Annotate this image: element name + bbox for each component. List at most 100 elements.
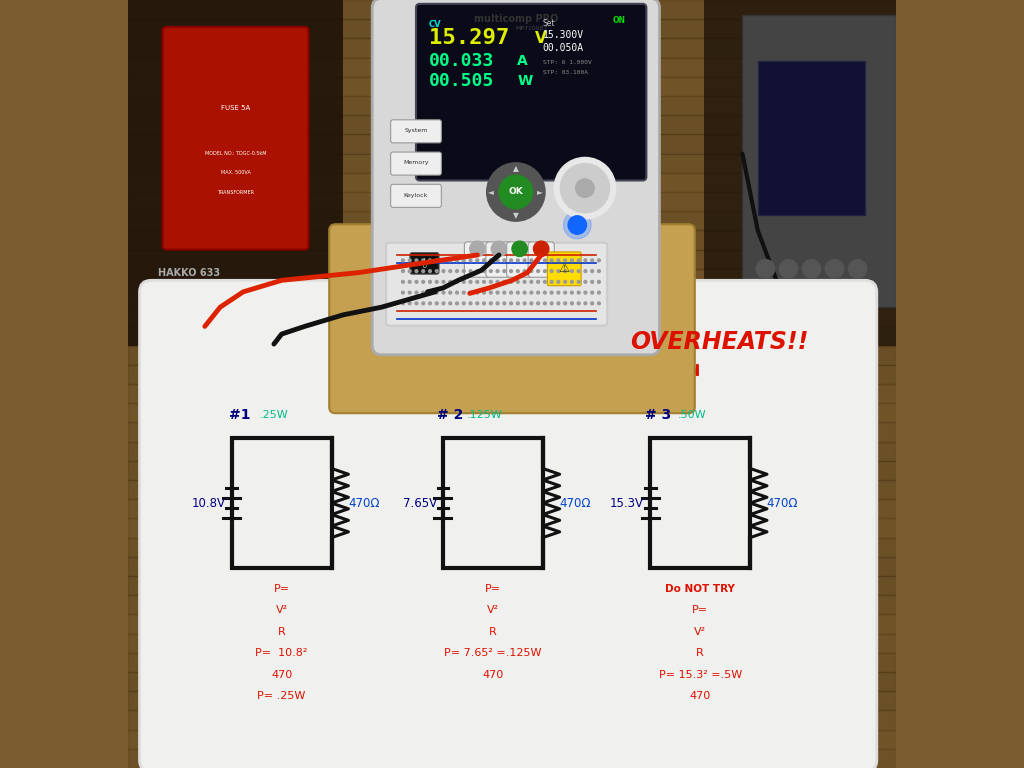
Bar: [128, 307, 896, 326]
Circle shape: [584, 291, 587, 294]
Circle shape: [401, 280, 404, 283]
Circle shape: [591, 302, 594, 305]
Circle shape: [415, 280, 418, 283]
Text: ▼: ▼: [513, 210, 519, 220]
Circle shape: [564, 291, 566, 294]
Bar: [128, 211, 896, 230]
Bar: [128, 269, 896, 288]
Circle shape: [422, 291, 425, 294]
Bar: [128, 403, 896, 422]
Bar: [128, 288, 896, 307]
Bar: [128, 442, 896, 461]
Text: ▲: ▲: [513, 164, 519, 174]
Circle shape: [578, 302, 580, 305]
Circle shape: [544, 302, 546, 305]
FancyBboxPatch shape: [139, 280, 877, 768]
Bar: [128, 38, 896, 58]
Circle shape: [456, 280, 459, 283]
Text: 470Ω: 470Ω: [767, 497, 798, 509]
Circle shape: [544, 259, 546, 262]
Circle shape: [442, 280, 444, 283]
Circle shape: [523, 291, 526, 294]
Bar: [128, 384, 896, 403]
Circle shape: [516, 259, 519, 262]
Text: Memory: Memory: [403, 161, 429, 165]
Circle shape: [825, 260, 844, 278]
FancyBboxPatch shape: [330, 224, 694, 413]
FancyBboxPatch shape: [163, 27, 308, 250]
Circle shape: [803, 260, 821, 278]
Bar: [128, 499, 896, 518]
Circle shape: [497, 280, 499, 283]
Text: HAKKO 633: HAKKO 633: [159, 267, 220, 278]
Circle shape: [463, 302, 465, 305]
FancyBboxPatch shape: [485, 242, 512, 277]
Bar: [128, 346, 896, 365]
Bar: [128, 154, 896, 173]
Circle shape: [449, 280, 452, 283]
Text: ►: ►: [538, 187, 544, 197]
Circle shape: [456, 270, 459, 273]
Text: System: System: [404, 128, 428, 133]
Text: CV: CV: [429, 20, 441, 29]
Circle shape: [557, 302, 560, 305]
Circle shape: [429, 270, 431, 273]
Circle shape: [598, 291, 600, 294]
Bar: [128, 0, 896, 19]
Text: STP: 03.100A: STP: 03.100A: [543, 70, 588, 74]
Circle shape: [469, 280, 472, 283]
Circle shape: [456, 259, 459, 262]
Circle shape: [523, 270, 526, 273]
Circle shape: [598, 280, 600, 283]
Bar: [128, 250, 896, 269]
Circle shape: [469, 302, 472, 305]
Circle shape: [442, 270, 444, 273]
Bar: [128, 77, 896, 96]
Circle shape: [409, 259, 411, 262]
Circle shape: [486, 163, 545, 221]
Text: 470: 470: [482, 670, 504, 680]
Bar: [128, 614, 896, 634]
Bar: [442, 438, 543, 568]
Text: 15.297: 15.297: [429, 28, 509, 48]
Text: 7.65V: 7.65V: [402, 497, 436, 509]
Circle shape: [570, 302, 573, 305]
Bar: [128, 595, 896, 614]
FancyBboxPatch shape: [391, 184, 441, 207]
Circle shape: [848, 260, 866, 278]
Bar: [128, 192, 896, 211]
Bar: [128, 326, 896, 346]
Circle shape: [476, 270, 478, 273]
Circle shape: [550, 280, 553, 283]
Text: OK: OK: [509, 187, 523, 197]
Bar: [705, 0, 896, 346]
Circle shape: [482, 280, 485, 283]
Circle shape: [476, 291, 478, 294]
Circle shape: [554, 157, 615, 219]
Circle shape: [598, 259, 600, 262]
Text: MODEL NO.: TDGC-0.5kM: MODEL NO.: TDGC-0.5kM: [205, 151, 266, 156]
Bar: [128, 653, 896, 672]
Text: R: R: [278, 627, 286, 637]
Text: 15.300V: 15.300V: [543, 29, 584, 40]
Circle shape: [429, 259, 431, 262]
FancyBboxPatch shape: [391, 120, 441, 143]
Circle shape: [578, 291, 580, 294]
Text: .25W: .25W: [259, 409, 289, 420]
Circle shape: [512, 241, 527, 257]
Text: 00.033: 00.033: [429, 52, 495, 71]
Text: TRANSFORMER: TRANSFORMER: [217, 190, 254, 194]
Bar: [128, 134, 896, 154]
Circle shape: [469, 291, 472, 294]
Circle shape: [415, 259, 418, 262]
Bar: [128, 634, 896, 653]
Text: MP710087: MP710087: [515, 26, 548, 31]
Text: Do NOT TRY: Do NOT TRY: [666, 584, 735, 594]
Circle shape: [422, 259, 425, 262]
Text: 15.3V: 15.3V: [610, 497, 644, 509]
Circle shape: [564, 270, 566, 273]
Circle shape: [550, 259, 553, 262]
Text: R: R: [488, 627, 497, 637]
Text: P= .25W: P= .25W: [257, 691, 306, 701]
Circle shape: [401, 259, 404, 262]
